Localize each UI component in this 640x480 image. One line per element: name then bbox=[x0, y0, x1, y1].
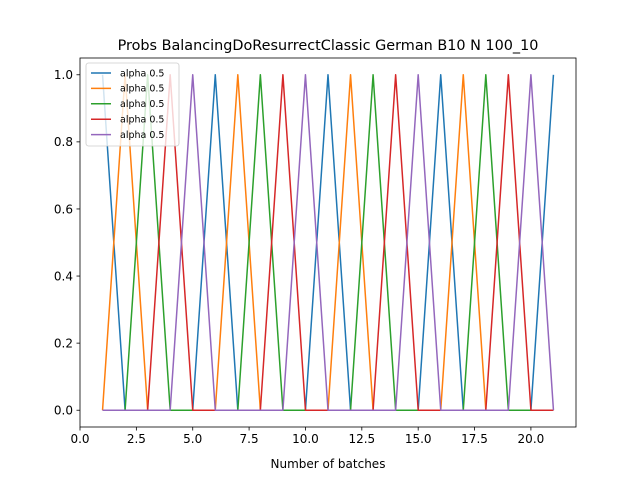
legend: alpha 0.5 alpha 0.5 alpha 0.5 alpha 0.5 alph… bbox=[85, 62, 180, 147]
y-axis: 0.0 0.2 0.4 0.6 0.8 1.0 bbox=[54, 68, 80, 418]
x-axis: 0.0 2.5 5.0 7.5 10.0 12.5 15.0 17.5 20.0 bbox=[70, 427, 544, 446]
legend-label: alpha 0.5 bbox=[120, 130, 164, 141]
legend-box bbox=[85, 62, 180, 147]
plot-frame bbox=[79, 57, 577, 428]
x-tick-label: 5.0 bbox=[183, 432, 202, 446]
y-tick-label: 0.6 bbox=[54, 202, 73, 216]
y-tick-label: 0.8 bbox=[54, 135, 73, 149]
legend-label: alpha 0.5 bbox=[120, 84, 164, 95]
legend-label: alpha 0.5 bbox=[120, 115, 164, 126]
chart-title: Probs BalancingDoResurrectClassic German… bbox=[118, 38, 539, 54]
x-tick-label: 0.0 bbox=[70, 432, 89, 446]
y-tick-label: 1.0 bbox=[54, 68, 73, 82]
x-tick-label: 2.5 bbox=[127, 432, 146, 446]
series-layer bbox=[101, 74, 555, 411]
x-tick-label: 7.5 bbox=[240, 432, 259, 446]
legend-label: alpha 0.5 bbox=[120, 99, 164, 110]
x-axis-label: Number of batches bbox=[271, 457, 386, 471]
x-tick-label: 12.5 bbox=[348, 432, 375, 446]
x-tick-label: 20.0 bbox=[518, 432, 545, 446]
legend-label: alpha 0.5 bbox=[120, 68, 164, 79]
y-tick-label: 0.0 bbox=[54, 404, 73, 418]
y-tick-label: 0.2 bbox=[54, 336, 73, 350]
x-tick-label: 15.0 bbox=[405, 432, 432, 446]
x-tick-label: 10.0 bbox=[292, 432, 319, 446]
x-tick-label: 17.5 bbox=[461, 432, 488, 446]
y-tick-label: 0.4 bbox=[54, 269, 73, 283]
series-line-5 bbox=[102, 74, 555, 411]
